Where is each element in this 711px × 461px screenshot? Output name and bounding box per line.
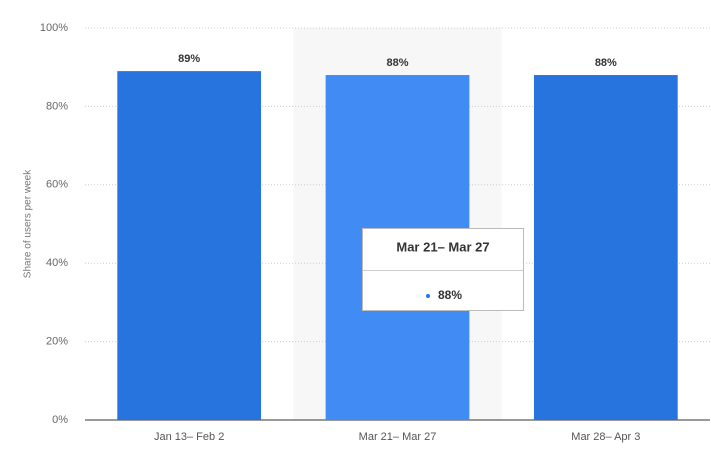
y-tick-label: 40% — [46, 257, 68, 269]
tooltip-marker — [426, 294, 430, 298]
bar — [533, 75, 678, 420]
y-tick-label: 0% — [52, 414, 68, 426]
value-label: 88% — [386, 57, 408, 69]
x-tick-label: Jan 13– Feb 2 — [154, 431, 224, 443]
y-tick-label: 60% — [46, 179, 68, 191]
y-tick-label: 100% — [40, 22, 68, 34]
tooltip: Mar 21– Mar 27 88% — [362, 228, 524, 311]
y-tick-label: 20% — [46, 336, 68, 348]
tooltip-box — [362, 228, 524, 311]
x-tick-label: Mar 28– Apr 3 — [571, 431, 640, 443]
value-label: 89% — [178, 53, 200, 65]
bar — [117, 71, 262, 421]
tooltip-title: Mar 21– Mar 27 — [396, 239, 489, 254]
x-tick-label: Mar 21– Mar 27 — [359, 431, 437, 443]
tooltip-value: 88% — [438, 288, 462, 302]
value-label: 88% — [595, 57, 617, 69]
y-tick-label: 80% — [46, 100, 68, 112]
y-axis-label: Share of users per week — [23, 169, 34, 278]
